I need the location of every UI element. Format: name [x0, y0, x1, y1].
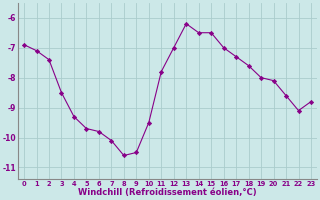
X-axis label: Windchill (Refroidissement éolien,°C): Windchill (Refroidissement éolien,°C)	[78, 188, 257, 197]
